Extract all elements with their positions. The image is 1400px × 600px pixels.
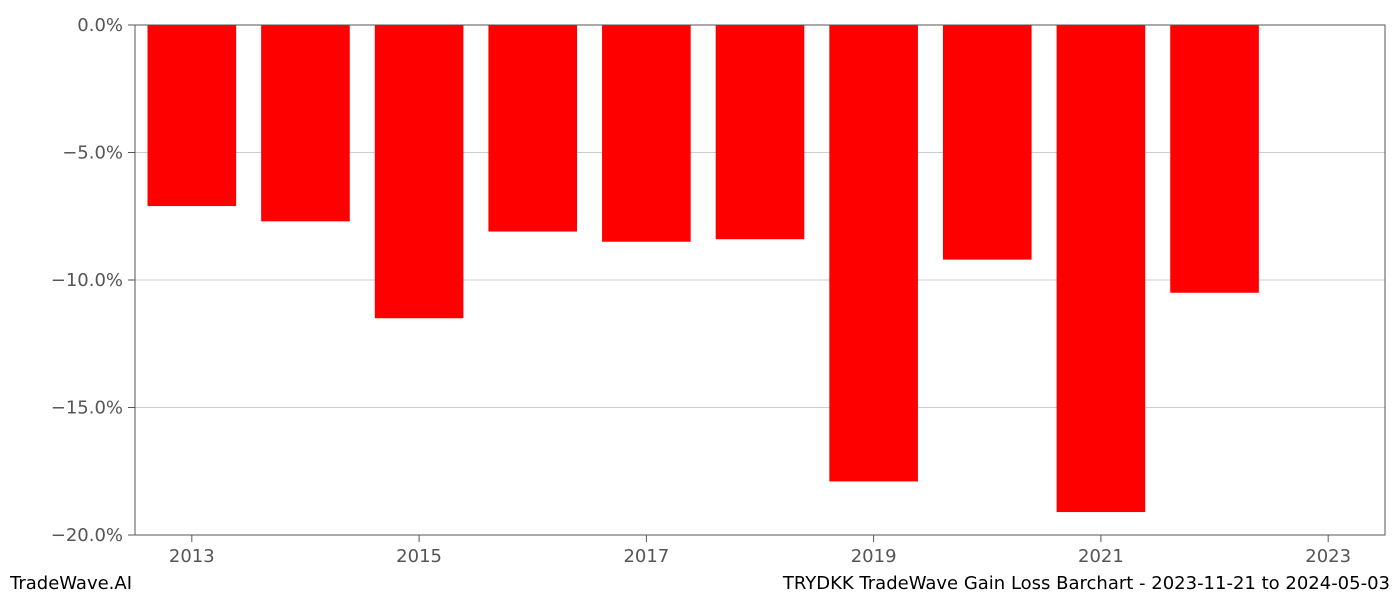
bar [829, 25, 918, 481]
y-tick-label: −5.0% [62, 143, 123, 164]
bar [1057, 25, 1146, 512]
x-tick-label: 2015 [396, 546, 442, 567]
bar [261, 25, 350, 221]
bar [148, 25, 237, 206]
bar [1170, 25, 1259, 293]
x-tick-label: 2023 [1305, 546, 1351, 567]
bar-chart: 0.0% −5.0% −10.0% −15.0% −20.0% 2013 2015 2017 2… [0, 0, 1400, 600]
x-tick-label: 2013 [169, 546, 215, 567]
y-tick-label: −20.0% [51, 525, 123, 546]
footer-right-caption: TRYDKK TradeWave Gain Loss Barchart - 20… [783, 573, 1390, 594]
bar [375, 25, 464, 318]
y-tick-label: 0.0% [77, 15, 123, 36]
x-tick-label: 2019 [851, 546, 897, 567]
chart-container: 0.0% −5.0% −10.0% −15.0% −20.0% 2013 2015 2017 2… [0, 0, 1400, 600]
footer-left-brand: TradeWave.AI [10, 573, 132, 594]
x-tick-label: 2017 [623, 546, 669, 567]
x-tick-label: 2021 [1078, 546, 1124, 567]
bar [716, 25, 805, 239]
bar [943, 25, 1032, 260]
y-tick-label: −15.0% [51, 398, 123, 419]
bar [602, 25, 691, 242]
y-tick-label: −10.0% [51, 270, 123, 291]
bar [488, 25, 577, 232]
